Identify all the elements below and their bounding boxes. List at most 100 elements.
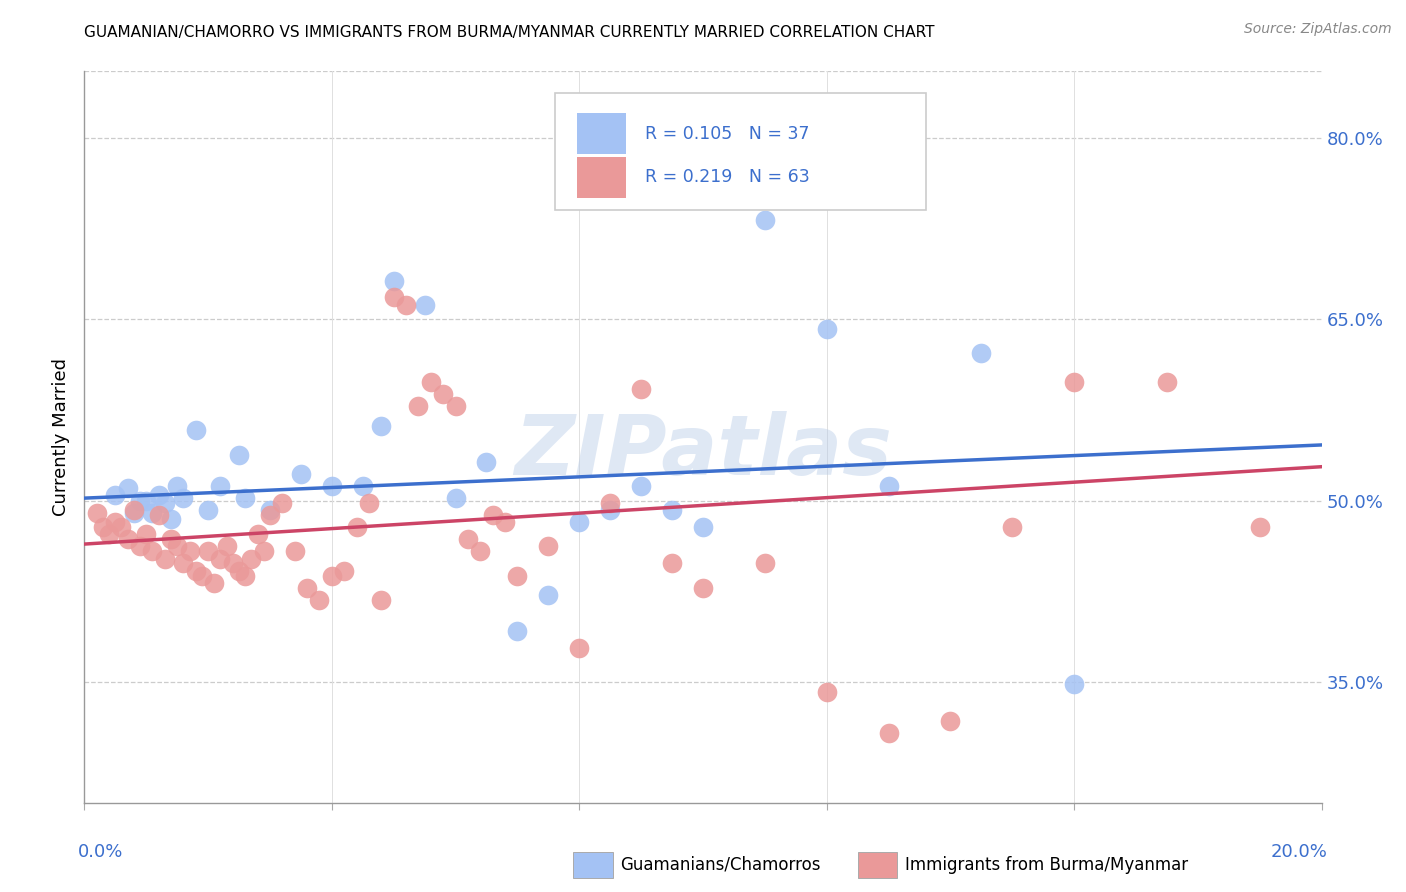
- Point: [228, 448, 250, 462]
- Point: [537, 588, 560, 602]
- Point: [599, 503, 621, 517]
- Point: [630, 382, 652, 396]
- Point: [1156, 375, 1178, 389]
- Point: [815, 322, 838, 336]
- Point: [148, 508, 170, 522]
- Point: [419, 375, 441, 389]
- Point: [395, 298, 418, 312]
- Point: [110, 520, 132, 534]
- Point: [141, 506, 163, 520]
- Point: [122, 506, 145, 520]
- Point: [271, 496, 294, 510]
- Point: [457, 533, 479, 547]
- Point: [117, 533, 139, 547]
- Point: [408, 399, 430, 413]
- Point: [1063, 677, 1085, 691]
- Point: [413, 298, 436, 312]
- Point: [184, 564, 207, 578]
- Point: [129, 493, 152, 508]
- Point: [117, 482, 139, 496]
- Point: [481, 508, 503, 522]
- Point: [308, 592, 330, 607]
- Point: [382, 273, 405, 287]
- Point: [333, 564, 356, 578]
- Point: [815, 684, 838, 698]
- Point: [233, 568, 256, 582]
- Point: [209, 551, 232, 566]
- FancyBboxPatch shape: [576, 157, 626, 197]
- Text: R = 0.219   N = 63: R = 0.219 N = 63: [645, 169, 810, 186]
- Point: [197, 503, 219, 517]
- Point: [240, 551, 263, 566]
- Point: [191, 568, 214, 582]
- Point: [91, 520, 114, 534]
- Point: [179, 544, 201, 558]
- Point: [166, 540, 188, 554]
- Point: [135, 493, 157, 508]
- Point: [321, 479, 343, 493]
- Point: [172, 557, 194, 571]
- Text: ZIPatlas: ZIPatlas: [515, 411, 891, 492]
- Point: [568, 516, 591, 530]
- FancyBboxPatch shape: [554, 94, 925, 211]
- Point: [357, 496, 380, 510]
- Point: [129, 540, 152, 554]
- Point: [209, 479, 232, 493]
- Point: [222, 557, 245, 571]
- Point: [284, 544, 307, 558]
- Point: [382, 290, 405, 304]
- Point: [470, 544, 492, 558]
- Point: [321, 568, 343, 582]
- Point: [661, 503, 683, 517]
- Point: [692, 581, 714, 595]
- Point: [259, 508, 281, 522]
- Text: 0.0%: 0.0%: [79, 843, 124, 861]
- FancyBboxPatch shape: [574, 852, 613, 878]
- Point: [228, 564, 250, 578]
- Text: GUAMANIAN/CHAMORRO VS IMMIGRANTS FROM BURMA/MYANMAR CURRENTLY MARRIED CORRELATIO: GUAMANIAN/CHAMORRO VS IMMIGRANTS FROM BU…: [84, 25, 935, 40]
- Text: R = 0.105   N = 37: R = 0.105 N = 37: [645, 125, 810, 143]
- Text: Guamanians/Chamorros: Guamanians/Chamorros: [620, 856, 821, 874]
- Point: [98, 527, 121, 541]
- Point: [370, 418, 392, 433]
- Point: [692, 520, 714, 534]
- Point: [970, 346, 993, 360]
- Point: [197, 544, 219, 558]
- Point: [444, 491, 467, 505]
- Point: [246, 527, 269, 541]
- Point: [877, 725, 900, 739]
- Point: [599, 496, 621, 510]
- Point: [661, 557, 683, 571]
- Point: [370, 592, 392, 607]
- Point: [104, 487, 127, 501]
- Point: [444, 399, 467, 413]
- Point: [122, 503, 145, 517]
- Point: [233, 491, 256, 505]
- Point: [754, 557, 776, 571]
- Point: [172, 491, 194, 505]
- Point: [153, 496, 176, 510]
- Point: [135, 527, 157, 541]
- Point: [877, 479, 900, 493]
- Point: [432, 387, 454, 401]
- Point: [104, 516, 127, 530]
- Point: [475, 455, 498, 469]
- Point: [202, 575, 225, 590]
- Point: [346, 520, 368, 534]
- Point: [184, 424, 207, 438]
- Point: [352, 479, 374, 493]
- Point: [1063, 375, 1085, 389]
- Point: [160, 533, 183, 547]
- Point: [939, 714, 962, 728]
- Point: [141, 544, 163, 558]
- Text: Source: ZipAtlas.com: Source: ZipAtlas.com: [1244, 22, 1392, 37]
- Point: [160, 511, 183, 525]
- Point: [153, 551, 176, 566]
- Text: Immigrants from Burma/Myanmar: Immigrants from Burma/Myanmar: [904, 856, 1188, 874]
- Point: [148, 487, 170, 501]
- Point: [166, 479, 188, 493]
- Point: [259, 503, 281, 517]
- FancyBboxPatch shape: [858, 852, 897, 878]
- Point: [494, 516, 516, 530]
- Point: [506, 624, 529, 639]
